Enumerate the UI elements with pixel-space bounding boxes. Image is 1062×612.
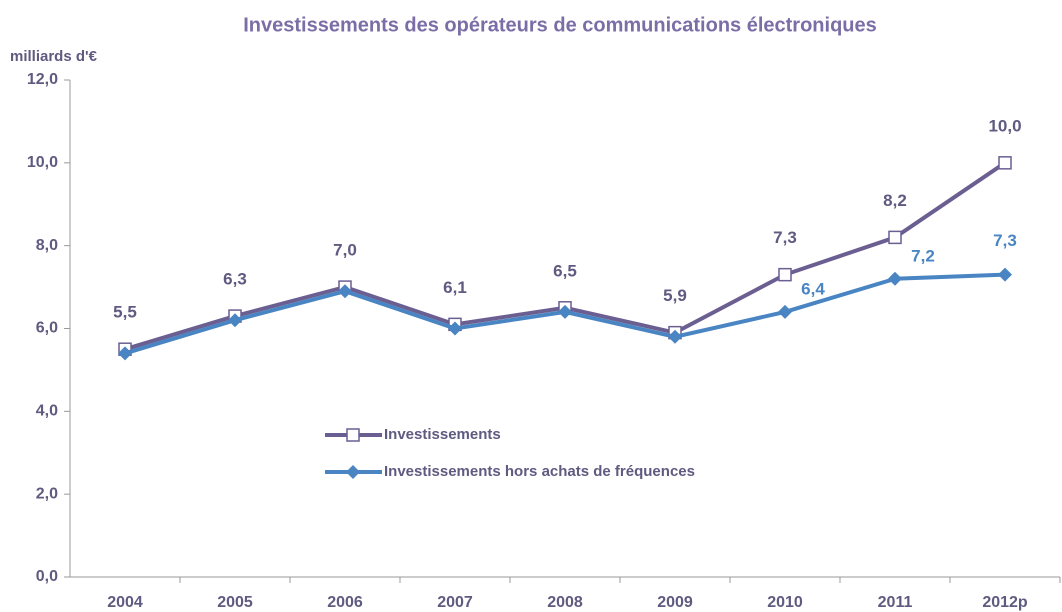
point <box>668 329 682 344</box>
data-label: 7,3 <box>993 231 1017 250</box>
y-tick-label: 8,0 <box>36 237 58 254</box>
y-tick-label: 2,0 <box>36 485 58 502</box>
point <box>338 284 352 299</box>
x-tick-label: 2011 <box>878 594 913 611</box>
legend-label: Investissements hors achats de fréquence… <box>384 463 695 480</box>
x-tick-label: 2009 <box>657 594 693 611</box>
x-tick-label: 2008 <box>547 594 583 611</box>
y-tick-label: 0,0 <box>36 568 58 585</box>
x-tick-label: 2004 <box>107 594 143 611</box>
data-label: 7,0 <box>333 241 357 260</box>
y-tick-label: 6,0 <box>36 320 58 337</box>
data-label: 7,3 <box>773 228 797 247</box>
point <box>888 271 902 286</box>
y-tick-label: 10,0 <box>27 154 58 171</box>
data-label: 6,1 <box>443 278 467 297</box>
legend-marker <box>346 428 360 442</box>
point <box>228 313 242 328</box>
y-tick-label: 12,0 <box>27 71 58 88</box>
point <box>778 304 792 319</box>
data-label: 6,4 <box>801 279 825 298</box>
series-line <box>124 161 1007 352</box>
point <box>888 230 902 245</box>
x-tick-label: 2012p <box>982 594 1028 611</box>
y-tick-label: 4,0 <box>36 403 58 420</box>
data-label: 5,9 <box>663 286 687 305</box>
data-label: 6,5 <box>553 261 577 280</box>
point <box>118 346 132 361</box>
data-label: 6,3 <box>223 270 247 289</box>
point <box>998 156 1012 170</box>
data-label: 10,0 <box>988 116 1021 135</box>
data-label: 5,5 <box>113 303 137 322</box>
point <box>778 267 792 282</box>
chart-title: Investissements des opérateurs de commun… <box>243 14 877 36</box>
legend-label: Investissements <box>384 426 501 443</box>
data-label: 8,2 <box>883 191 907 210</box>
legend-marker <box>346 465 360 479</box>
y-axis-label: milliards d'€ <box>10 48 98 65</box>
point <box>448 321 462 336</box>
x-tick-label: 2007 <box>437 594 473 611</box>
x-tick-label: 2010 <box>767 594 803 611</box>
point <box>998 267 1012 282</box>
point <box>558 304 572 319</box>
x-tick-label: 2005 <box>217 594 253 611</box>
x-tick-label: 2006 <box>327 594 363 611</box>
data-label: 7,2 <box>911 246 935 265</box>
